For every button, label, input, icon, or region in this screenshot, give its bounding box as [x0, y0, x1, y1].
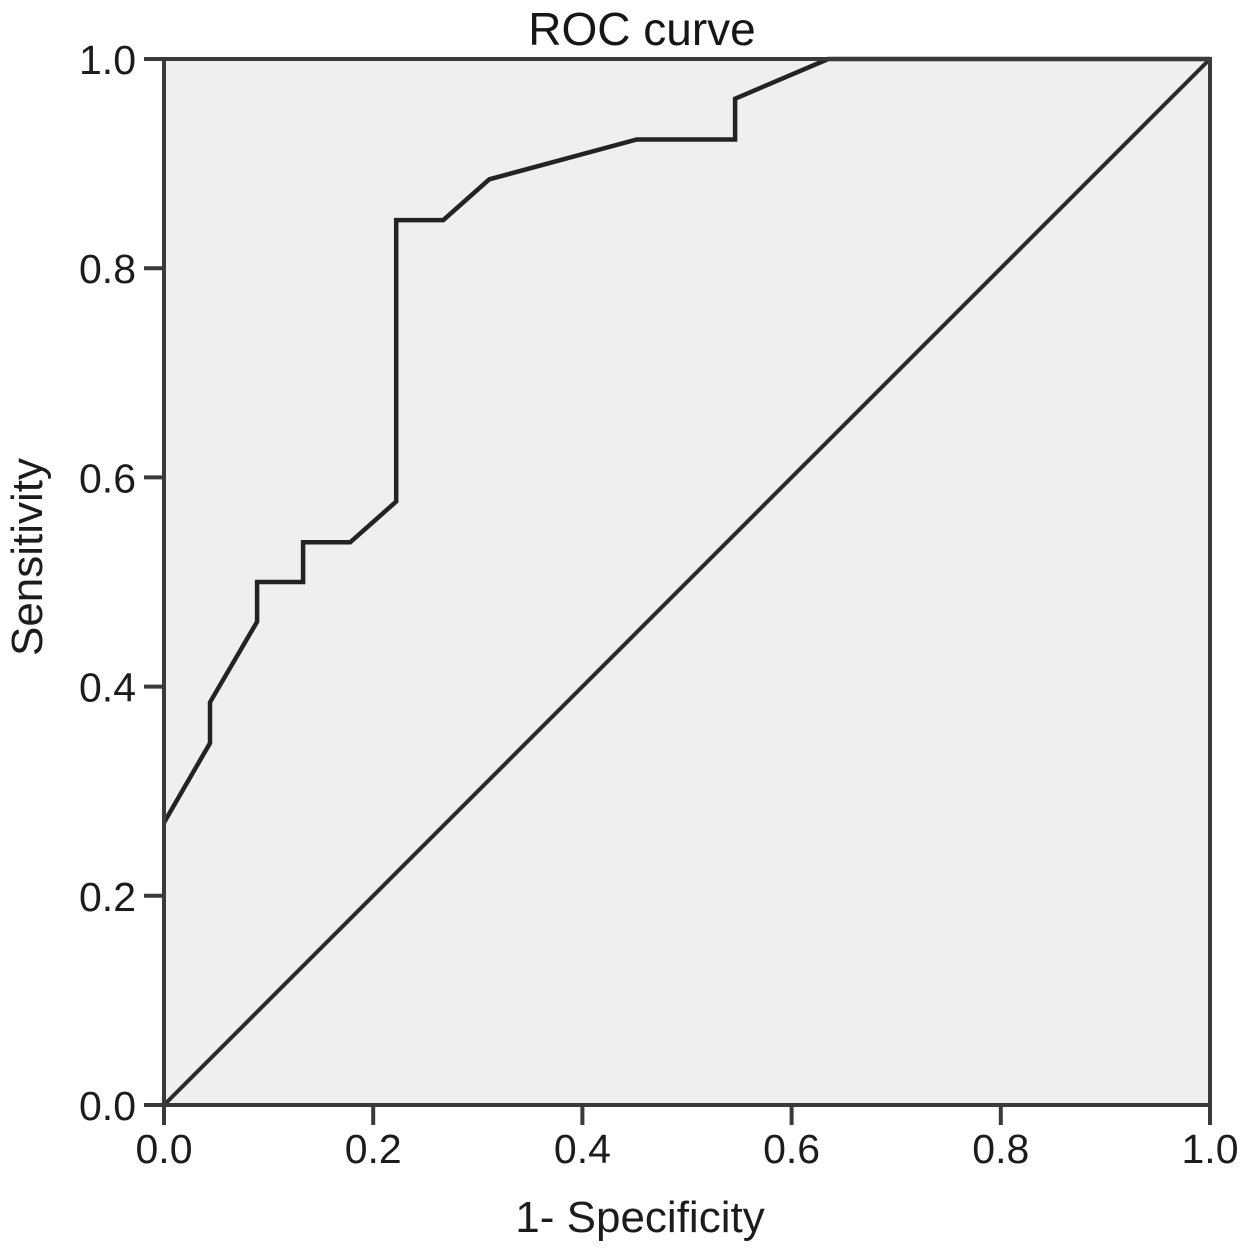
series-reference_diagonal — [162, 57, 1212, 1107]
tick-layer: 0.0 0.2 0.4 0.6 0.8 1.0 0.0 0.2 0.4 0.6 0.8 1.0 — [79, 37, 1239, 1172]
series-roc_curve — [162, 56, 1210, 824]
chart-title: ROC curve — [528, 3, 755, 55]
x-tick-label: 0.2 — [345, 1126, 402, 1172]
x-axis-title: 1- Specificity — [515, 1193, 764, 1242]
y-tick-label: 0.0 — [79, 1083, 136, 1129]
y-tick-label: 0.8 — [79, 246, 136, 292]
x-tick-label: 0.8 — [972, 1126, 1029, 1172]
y-tick-label: 0.4 — [79, 665, 136, 711]
y-tick-label: 1.0 — [79, 37, 136, 83]
series-layer — [162, 56, 1212, 1107]
x-tick-label: 0.6 — [763, 1126, 820, 1172]
plot-frame — [162, 57, 1212, 1107]
x-tick-label: 0.0 — [136, 1126, 193, 1172]
y-axis-title: Sensitivity — [3, 458, 52, 656]
x-tick-label: 0.4 — [554, 1126, 611, 1172]
y-tick-label: 0.6 — [79, 455, 136, 501]
y-tick-label: 0.2 — [79, 874, 136, 920]
x-tick-label: 1.0 — [1182, 1126, 1239, 1172]
